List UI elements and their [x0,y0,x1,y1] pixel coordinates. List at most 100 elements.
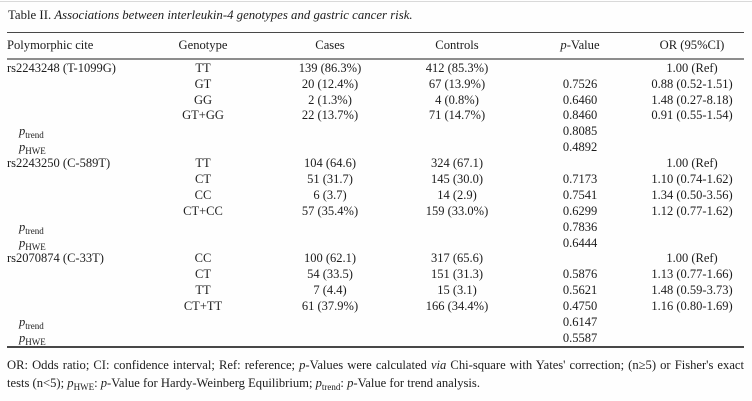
hwe-subscript: HWE [25,241,46,251]
p-symbol: p [19,124,26,139]
empty-cell [640,330,744,347]
footnote-text: OR: Odds ratio; CI: confidence interval;… [7,358,300,372]
header-p-value: p-Value [520,32,640,60]
empty-cell [266,124,394,140]
site-cell: rs2070874 (C-33T) [7,251,104,266]
ptrend-label: ptrend [7,219,44,235]
empty-cell [640,124,744,140]
hwe-subscript: HWE [25,146,46,156]
via-italic: via [430,358,447,372]
phwe-label-cell: pHWE [7,235,140,251]
controls-cell: 14 (2.9) [437,187,477,202]
empty-cell [266,219,394,235]
empty-cell [640,235,744,251]
ptrend-row: ptrend 0.8085 [7,124,744,140]
header-row: Polymorphic cite Genotype Cases Controls… [7,32,744,60]
p-symbol: p [19,235,26,250]
table-row: GG 2 (1.3%) 4 (0.8%) 0.6460 1.48 (0.27-8… [7,92,744,108]
empty-cell [394,219,520,235]
pvalue-cell [520,251,640,267]
empty-cell [7,203,140,219]
empty-cell [640,219,744,235]
controls-cell: 15 (3.1) [437,283,477,298]
cases-cell: 57 (35.4%) [301,203,359,218]
data-table: Polymorphic cite Genotype Cases Controls… [7,32,744,349]
table-caption-title: Associations between interleukin-4 genot… [54,8,413,22]
cases-cell: 51 (31.7) [307,171,353,186]
hwe-subscript: HWE [25,336,46,347]
ptrend-value-cell: 0.8085 [562,124,598,139]
genotype-cell: GG [193,92,213,107]
genotype-cell: TT [195,283,211,298]
trend-subscript: trend [25,321,44,331]
table-row: rs2243250 (C-589T) TT 104 (64.6) 324 (67… [7,155,744,171]
empty-cell [7,92,140,108]
footnote-text: : [94,376,101,390]
table-row: CT+TT 61 (37.9%) 166 (34.4%) 0.4750 1.16… [7,298,744,314]
trend-subscript: trend [25,130,44,140]
pvalue-cell: 0.8460 [562,108,598,123]
ptrend-label: ptrend [7,315,44,331]
cases-cell: 104 (64.6) [303,156,357,171]
phwe-label: pHWE [7,330,46,347]
p-symbol: p [100,376,108,390]
cases-cell: 61 (37.9%) [301,299,359,314]
empty-cell [266,139,394,155]
table-row: GT+GG 22 (13.7%) 71 (14.7%) 0.8460 0.91 … [7,108,744,124]
table-row: CT 54 (33.5) 151 (31.3) 0.5876 1.13 (0.7… [7,267,744,283]
pvalue-cell: 0.4750 [562,299,598,314]
ptrend-value-cell: 0.6147 [562,315,598,329]
empty-cell [640,314,744,330]
empty-cell [140,330,266,347]
table-row: rs2243248 (T-1099G) TT 139 (86.3%) 412 (… [7,59,744,76]
empty-cell [140,124,266,140]
table-row: CT 51 (31.7) 145 (30.0) 0.7173 1.10 (0.7… [7,171,744,187]
table-row: CC 6 (3.7) 14 (2.9) 0.7541 1.34 (0.50-3.… [7,187,744,203]
p-symbol: p [299,358,306,372]
cases-cell: 54 (33.5) [307,267,353,282]
table-row: rs2070874 (C-33T) CC 100 (62.1) 317 (65.… [7,251,744,267]
controls-cell: 317 (65.6) [430,251,484,266]
header-p-rest: -Value [566,38,600,53]
genotype-cell: CT+TT [183,299,223,314]
pvalue-cell [520,155,640,171]
phwe-label-cell: pHWE [7,139,140,155]
controls-cell: 4 (0.8%) [435,92,479,107]
genotype-cell: TT [195,156,211,171]
cases-cell: 6 (3.7) [313,187,347,202]
empty-cell [7,108,140,124]
p-symbol: p [19,219,26,234]
site-cell: rs2243250 (C-589T) [7,156,111,171]
empty-cell [640,139,744,155]
cases-cell: 20 (12.4%) [301,76,359,91]
footnote-text: -Value for trend analysis. [353,376,480,390]
header-p-italic: p [560,38,567,53]
empty-cell [394,235,520,251]
empty-cell [394,139,520,155]
p-symbol: p [19,330,26,345]
pvalue-cell: 0.6299 [562,203,598,218]
table-row: CT+CC 57 (35.4%) 159 (33.0%) 0.6299 1.12… [7,203,744,219]
phwe-value-cell: 0.6444 [562,235,598,250]
ptrend-label: ptrend [7,124,44,140]
hwe-subscript: HWE [73,382,95,392]
phwe-row: pHWE 0.5587 [7,330,744,347]
empty-cell [394,330,520,347]
table-caption: Table II. Associations between interleuk… [8,7,744,23]
cases-cell: 139 (86.3%) [298,60,362,75]
header-cases: Cases [266,32,394,60]
or-cell: 1.13 (0.77-1.66) [651,267,733,282]
controls-cell: 324 (67.1) [430,156,484,171]
p-symbol: p [19,315,26,329]
pvalue-cell: 0.7526 [562,76,598,91]
empty-cell [7,282,140,298]
header-or-ci: OR (95%CI) [640,32,744,60]
empty-cell [140,219,266,235]
empty-cell [266,314,394,330]
or-cell: 1.00 (Ref) [666,156,718,171]
controls-cell: 159 (33.0%) [425,203,489,218]
empty-cell [7,267,140,283]
controls-cell: 67 (13.9%) [428,76,486,91]
phwe-label-cell: pHWE [7,330,140,347]
or-cell: 1.48 (0.59-3.73) [651,283,733,298]
